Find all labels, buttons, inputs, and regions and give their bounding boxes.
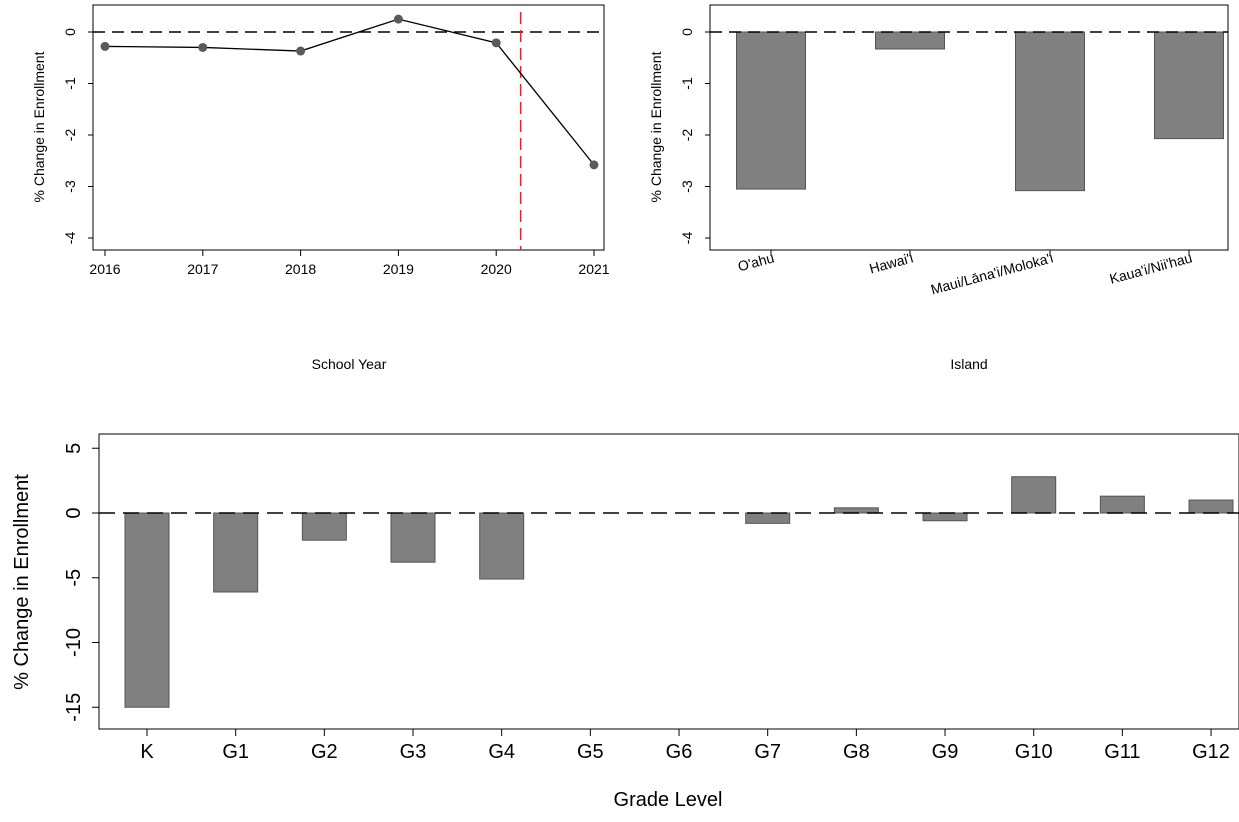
y-tick-label: -2 (679, 129, 695, 142)
x-tick-label: Hawai'i (867, 249, 914, 276)
x-tick-label: 2017 (187, 261, 218, 277)
x-tick-label: 2021 (578, 261, 609, 277)
x-tick-label: Maui/Lāna'i/Moloka'i (929, 249, 1055, 297)
x-tick-label: 2018 (285, 261, 316, 277)
y-axis-label: % Change in Enrollment (11, 474, 33, 690)
bar (1015, 31, 1085, 192)
bar (736, 31, 806, 190)
data-point (198, 42, 208, 52)
x-tick-label: G5 (577, 741, 604, 763)
x-tick-label: G8 (843, 741, 870, 763)
plot-frame (709, 4, 1229, 251)
y-axis-label: % Change in Enrollment (31, 51, 47, 202)
x-tick-label: Kaua'i/Nii'hau (1108, 249, 1194, 286)
y-tick-label: -3 (679, 180, 695, 193)
y-axis-label: % Change in Enrollment (648, 51, 664, 202)
x-tick-label: G3 (400, 741, 427, 763)
series-line (104, 18, 595, 166)
bar (1099, 495, 1145, 514)
x-axis-label: Island (950, 356, 987, 372)
x-axis-label: School Year (312, 356, 387, 372)
x-tick-label: O'ahu (736, 249, 776, 274)
y-tick-label: -1 (679, 77, 695, 90)
bar (922, 512, 968, 522)
data-point (100, 41, 110, 51)
data-layer (100, 12, 599, 250)
plot-frame (98, 433, 1239, 730)
x-tick-label: G9 (932, 741, 959, 763)
y-tick-label: -5 (63, 569, 85, 587)
bar (1154, 31, 1224, 140)
axis-ticks: 5 0 -5 -10 -15 K G1 G2 G3 G4 G5 G6 G7 G8 G9 G10 G11 G12 (63, 443, 1230, 763)
panel-island: 0 -1 -2 -3 -4 O'ahu Hawai'i Maui/Lāna'i/Moloka'… (648, 4, 1229, 372)
x-tick-label: 2020 (481, 261, 512, 277)
bar (745, 512, 791, 524)
bar (301, 512, 347, 541)
data-point (589, 160, 599, 170)
y-tick-label: -4 (679, 232, 695, 245)
bar (213, 512, 259, 593)
y-tick-label: -10 (63, 628, 85, 657)
x-tick-label: G2 (311, 741, 338, 763)
x-tick-label: 2016 (89, 261, 120, 277)
y-tick-label: -4 (62, 232, 78, 245)
y-tick-label: -2 (62, 129, 78, 142)
bar (1188, 499, 1234, 514)
y-tick-label: 0 (62, 28, 78, 36)
bar (875, 31, 945, 50)
data-point (491, 38, 501, 48)
x-tick-label: G10 (1015, 741, 1053, 763)
data-point (296, 46, 306, 56)
y-tick-label: -15 (63, 693, 85, 722)
y-tick-label: -1 (62, 77, 78, 90)
panel-grade-level: 5 0 -5 -10 -15 K G1 G2 G3 G4 G5 G6 G7 G8 G9 G10 G11 G12 %… (11, 433, 1239, 811)
x-axis-label: Grade Level (614, 789, 723, 811)
bar (833, 507, 879, 514)
x-tick-label: G12 (1192, 741, 1230, 763)
x-tick-label: G1 (222, 741, 249, 763)
bar (124, 512, 170, 708)
x-tick-label: G6 (666, 741, 693, 763)
panel-school-year: 0 -1 -2 -3 -4 2016 2017 2018 2019 2020 2021 % Chan… (31, 4, 610, 372)
bar (1011, 476, 1057, 514)
bar (479, 512, 525, 580)
y-tick-label: -3 (62, 180, 78, 193)
data-point (393, 14, 403, 24)
x-tick-label: K (140, 741, 154, 763)
x-tick-label: G4 (488, 741, 515, 763)
x-tick-label: G7 (754, 741, 781, 763)
axis-ticks: 0 -1 -2 -3 -4 2016 2017 2018 2019 2020 2021 (62, 28, 610, 277)
x-tick-label: 2019 (383, 261, 414, 277)
plot-frame (92, 4, 605, 251)
data-layer (736, 31, 1224, 192)
x-tick-label: G11 (1104, 741, 1140, 763)
y-tick-label: 0 (679, 28, 695, 36)
y-tick-label: 5 (63, 443, 85, 454)
y-tick-label: 0 (63, 507, 85, 518)
data-layer (124, 476, 1234, 708)
bar (390, 512, 436, 563)
